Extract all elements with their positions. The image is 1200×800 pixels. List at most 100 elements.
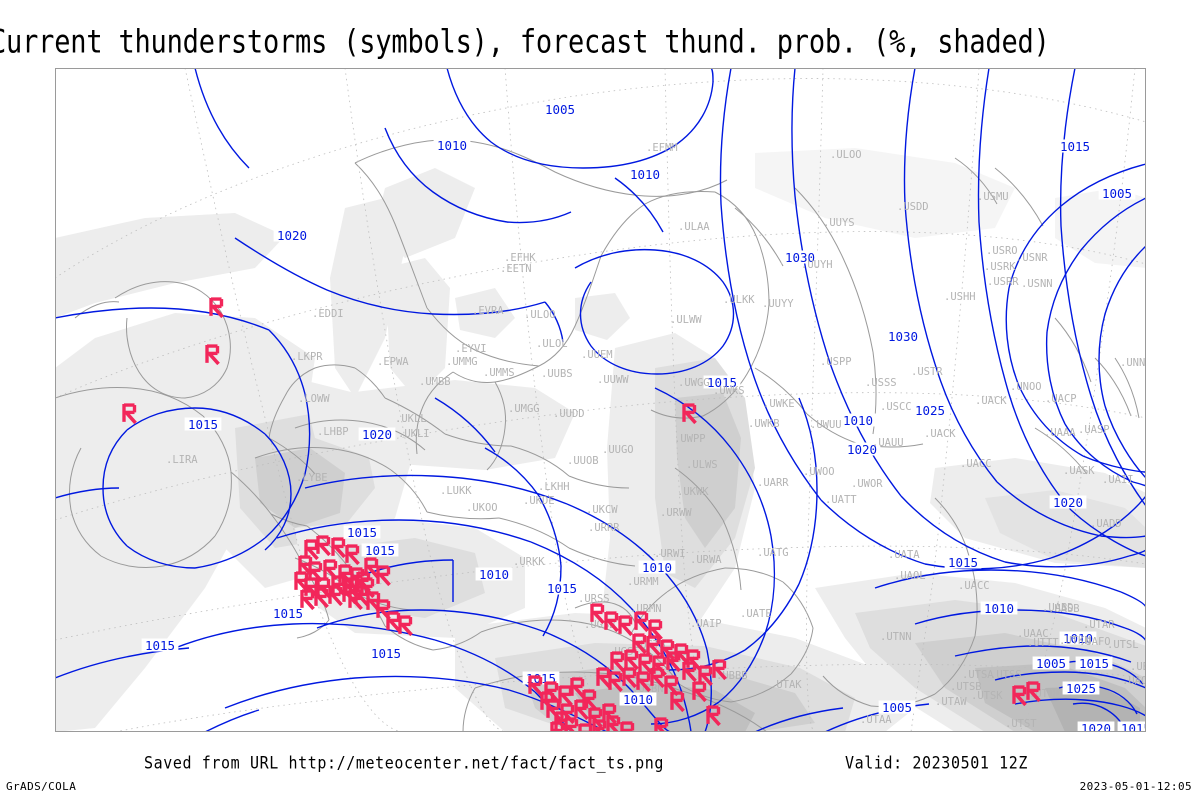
station-label: .USRK bbox=[984, 261, 1016, 273]
svg-text:1020: 1020 bbox=[362, 427, 392, 442]
station-label: .UWUU bbox=[810, 419, 842, 431]
station-label: .UUOB bbox=[567, 455, 599, 467]
thunderstorm-symbol bbox=[554, 711, 569, 732]
thunderstorm-symbol bbox=[706, 705, 721, 727]
station-label: .UTAW bbox=[935, 696, 967, 708]
station-label: .UTKN bbox=[1059, 635, 1091, 647]
svg-text:1020: 1020 bbox=[847, 442, 877, 457]
station-label: .UARR bbox=[757, 477, 789, 489]
thunderstorm-symbol bbox=[398, 615, 413, 637]
station-label: .UADD bbox=[1090, 518, 1122, 530]
isobar-label: 1005 bbox=[1098, 186, 1136, 201]
station-label: .UWGG bbox=[678, 377, 710, 389]
station-label: .UTAK bbox=[770, 679, 802, 691]
station-label: .USRR bbox=[987, 276, 1019, 288]
station-label: .UKOO bbox=[466, 502, 498, 514]
station-label: .USMU bbox=[977, 191, 1009, 203]
thunderstorm-symbol bbox=[298, 555, 313, 577]
station-label: .UAOL bbox=[894, 570, 926, 582]
svg-text:1005: 1005 bbox=[882, 700, 912, 715]
station-label: .UNOO bbox=[1010, 381, 1042, 393]
station-label: .UAIP bbox=[690, 618, 722, 630]
thunderstorm-symbol bbox=[528, 675, 543, 697]
station-label: .LUKK bbox=[440, 485, 472, 497]
station-label: .UASB bbox=[1048, 603, 1080, 615]
thunderstorm-symbol bbox=[698, 665, 713, 687]
station-label: .UATT bbox=[825, 494, 857, 506]
thunderstorm-symbol bbox=[618, 615, 633, 637]
station-label: .UAFO bbox=[1079, 636, 1111, 648]
graticule-layer bbox=[55, 68, 1146, 732]
isobar-labels: 1005 1010 1010 1015 1005 1020 1030 1030 1015 1025… bbox=[141, 102, 1146, 732]
svg-text:1020: 1020 bbox=[1081, 721, 1111, 732]
svg-text:1015: 1015 bbox=[1060, 139, 1090, 154]
station-label: .USTR bbox=[911, 366, 943, 378]
station-label: .UMMG bbox=[446, 356, 478, 368]
station-label: .UAOO bbox=[1122, 675, 1146, 687]
isobar-label: 1020 bbox=[1077, 721, 1115, 732]
isobar-label: 1015 bbox=[1117, 721, 1146, 732]
station-label: .USNR bbox=[1016, 252, 1048, 264]
thunderstorm-symbol bbox=[608, 671, 623, 693]
station-label: .UACC bbox=[958, 580, 990, 592]
station-label: .UTAA bbox=[860, 714, 892, 726]
map-canvas[interactable]: 1005 1010 1010 1015 1005 1020 1030 1030 1015 1025… bbox=[55, 68, 1146, 732]
station-label: .URKK bbox=[513, 556, 545, 568]
station-label: .UNNT bbox=[1120, 357, 1146, 369]
station-label: .URRR bbox=[588, 522, 620, 534]
title-bar: Current thunderstorms (symbols), forecas… bbox=[0, 0, 1200, 62]
thunderstorm-symbol bbox=[360, 577, 375, 599]
station-label: .USHH bbox=[944, 291, 976, 303]
station-label: .UWKS bbox=[713, 385, 745, 397]
svg-text:1015: 1015 bbox=[547, 581, 577, 596]
isobar-label: 1005 bbox=[1032, 656, 1070, 671]
station-label: .UNBB bbox=[1143, 377, 1146, 389]
thunderstorm-symbol bbox=[624, 649, 639, 671]
thunderstorm-symbol bbox=[574, 699, 589, 721]
thunderstorm-symbol bbox=[592, 719, 607, 732]
station-label: .UAAA bbox=[1044, 427, 1076, 439]
svg-text:1010: 1010 bbox=[642, 560, 672, 575]
svg-text:1010: 1010 bbox=[437, 138, 467, 153]
saved-from-url-label: Saved from URL http://meteocenter.net/fa… bbox=[144, 753, 665, 774]
station-label: .UUBS bbox=[541, 368, 573, 380]
isobar-label: 1010 bbox=[1059, 631, 1097, 646]
thunderstorm-symbol bbox=[604, 611, 619, 633]
thunderstorm-symbol bbox=[345, 544, 360, 566]
thunderstorm-symbol bbox=[314, 587, 329, 609]
svg-text:1015: 1015 bbox=[1079, 656, 1109, 671]
thunderstorm-symbol bbox=[682, 661, 697, 683]
thunderstorm-symbol bbox=[610, 651, 625, 673]
isobar-label: 1010 bbox=[638, 560, 676, 575]
svg-text:1015: 1015 bbox=[948, 555, 978, 570]
station-label: .EFMM bbox=[646, 142, 678, 154]
isobar-label: 1010 bbox=[980, 601, 1018, 616]
isobar-label: 1015 bbox=[1056, 139, 1094, 154]
thunderstorm-symbol bbox=[620, 721, 635, 732]
station-label: .UUYH bbox=[801, 259, 833, 271]
station-label: .URSS bbox=[578, 593, 610, 605]
isobar-label: 1015 bbox=[543, 581, 581, 596]
station-label: .UAUU bbox=[872, 437, 904, 449]
station-label: .EDDI bbox=[312, 308, 344, 320]
thunderstorm-symbol bbox=[606, 715, 621, 732]
isobar-label: 1015 bbox=[184, 417, 222, 432]
station-label: .UBBY bbox=[1130, 661, 1146, 673]
weather-map[interactable]: 1005 1010 1010 1015 1005 1020 1030 1030 1015 1025… bbox=[55, 68, 1146, 732]
isobar-label: 1015 bbox=[343, 525, 381, 540]
thunderstorm-symbol bbox=[328, 585, 343, 607]
station-label: .EFHK bbox=[504, 252, 536, 264]
svg-text:1005: 1005 bbox=[1102, 186, 1132, 201]
station-label: .USDD bbox=[897, 201, 929, 213]
station-label: .UACP bbox=[1045, 393, 1077, 405]
thunderstorm-symbol bbox=[300, 589, 315, 611]
station-label: .UTSS bbox=[990, 669, 1022, 681]
station-label: .USNN bbox=[1021, 278, 1053, 290]
station-label: .ULKK bbox=[723, 294, 755, 306]
station-label: .UUYS bbox=[823, 217, 855, 229]
station-label: .ULOL bbox=[536, 338, 568, 350]
thunderstorm-symbol bbox=[712, 659, 727, 681]
station-label: .UTST bbox=[1005, 718, 1037, 730]
thunderstorm-symbol bbox=[209, 297, 224, 319]
svg-text:1015: 1015 bbox=[371, 646, 401, 661]
